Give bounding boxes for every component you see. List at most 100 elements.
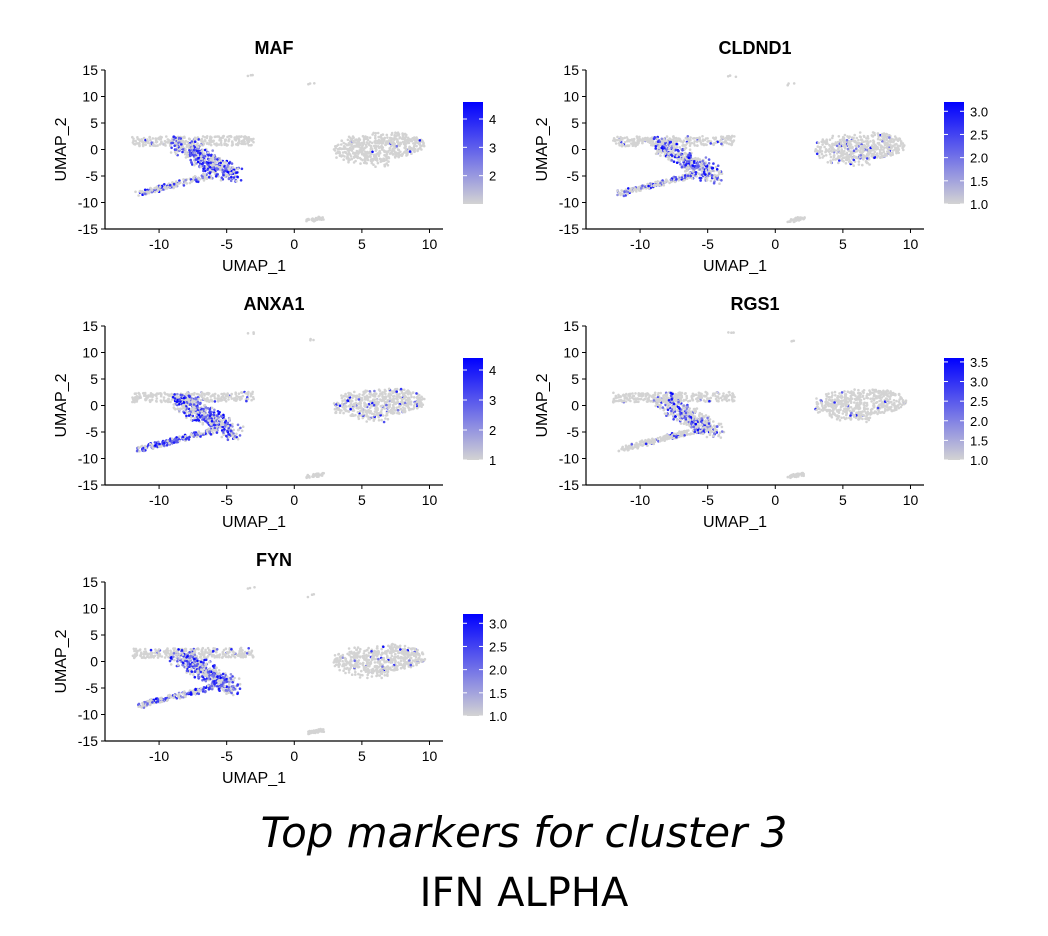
cell-point (246, 397, 250, 401)
cell-point (151, 137, 155, 140)
cell-point (368, 136, 372, 139)
cell-point (367, 152, 370, 155)
cell-point (719, 138, 723, 141)
cell-point (202, 142, 206, 146)
cell-point (333, 407, 337, 411)
cell-point (220, 165, 224, 169)
cell-point (362, 154, 366, 157)
cell-point (374, 165, 377, 168)
cell-point (859, 135, 862, 139)
cell-point (409, 407, 413, 411)
cell-point (195, 432, 198, 436)
cell-point (207, 175, 211, 179)
cell-point (360, 407, 364, 410)
cell-point (373, 400, 377, 404)
cell-point (368, 150, 372, 153)
cell-point (202, 152, 206, 155)
cell-point (376, 161, 380, 165)
cell-point (226, 135, 229, 139)
cell-point (171, 437, 174, 441)
cell-point (402, 408, 406, 411)
cell-point (178, 398, 181, 402)
cell-point (351, 409, 355, 412)
y-tick-label: 0 (90, 142, 98, 158)
legend-tick-label: 3 (489, 393, 496, 408)
cell-point (418, 404, 422, 408)
cell-point (236, 423, 240, 427)
cell-point (896, 144, 900, 148)
legend-colorbar (463, 358, 483, 460)
cell-point (205, 398, 208, 402)
cell-point (172, 186, 175, 190)
cell-point (147, 141, 150, 145)
cell-point (690, 177, 694, 180)
cell-point (888, 147, 891, 151)
cell-point (334, 146, 338, 150)
cell-point (216, 158, 219, 161)
cell-point (659, 391, 662, 395)
cell-point (662, 408, 666, 412)
cell-point (826, 142, 829, 145)
cell-point (621, 137, 624, 140)
cell-point (157, 445, 161, 448)
cell-point (137, 194, 140, 197)
cell-point (657, 183, 660, 186)
legend-colorbar (463, 102, 483, 204)
cell-point (665, 135, 669, 138)
cell-point (693, 144, 697, 147)
cell-point (206, 151, 210, 154)
cell-point (196, 180, 200, 184)
cell-point (241, 425, 245, 429)
cell-point (218, 165, 221, 169)
cell-point (395, 406, 398, 410)
cell-point (226, 438, 230, 442)
cell-point (206, 421, 210, 425)
x-axis-label: UMAP_1 (703, 258, 767, 275)
cell-point (375, 403, 378, 407)
cell-point (204, 415, 208, 419)
cell-point (352, 145, 356, 148)
cell-point (796, 216, 799, 220)
cell-point (698, 176, 702, 180)
cell-point (188, 149, 191, 152)
cell-point (188, 138, 192, 141)
cell-point (204, 408, 207, 412)
cell-point (249, 144, 253, 147)
cell-point (673, 180, 677, 184)
cell-point (405, 398, 408, 402)
cell-point (231, 166, 235, 169)
cell-point (205, 135, 209, 138)
cell-point (204, 419, 207, 423)
cell-point (399, 387, 403, 391)
cell-point (240, 397, 243, 400)
cell-point (370, 152, 373, 156)
cell-point (178, 435, 181, 438)
cell-point (366, 138, 370, 142)
cell-point (334, 410, 338, 414)
cell-point (189, 143, 192, 147)
cell-point (894, 146, 897, 149)
cell-point (614, 396, 618, 399)
cell-point (683, 174, 687, 177)
cell-point (669, 140, 672, 144)
cell-point (214, 175, 218, 178)
cell-point (174, 408, 177, 411)
cell-point (159, 399, 163, 402)
cell-point (675, 161, 679, 164)
cell-point (732, 139, 736, 142)
cell-point (226, 424, 230, 428)
cell-point (686, 174, 690, 177)
cell-point (849, 150, 853, 153)
cell-point (164, 399, 167, 403)
cell-point (356, 139, 360, 143)
cell-point (401, 152, 404, 156)
cell-point (679, 163, 682, 166)
cell-point (388, 148, 392, 152)
cell-point (671, 392, 674, 396)
cell-point (630, 138, 634, 141)
cell-point (399, 142, 403, 146)
cell-point (332, 402, 336, 405)
cell-point (207, 164, 211, 167)
cell-point (659, 154, 662, 157)
cell-point (347, 410, 351, 413)
